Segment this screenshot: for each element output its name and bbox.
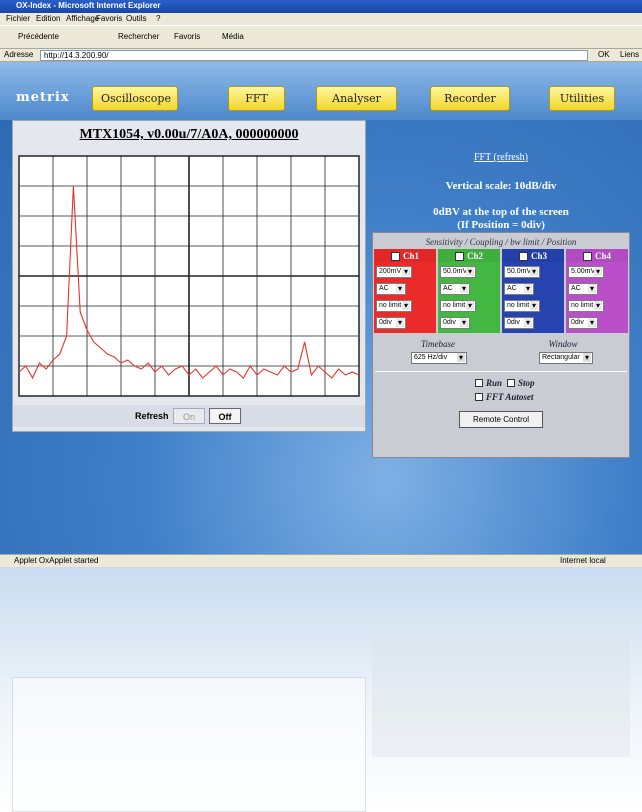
nav-button[interactable]: Oscilloscope: [92, 86, 178, 111]
fft-display: [18, 155, 360, 397]
select-coupling[interactable]: AC: [440, 283, 470, 295]
url: http://14.3.200.90/: [44, 51, 109, 60]
channel-checkbox[interactable]: [583, 252, 592, 261]
channel-name: Ch2: [467, 251, 483, 261]
channel-settings: 50.0mV AC no limit 0div: [438, 262, 500, 333]
refresh-on-button[interactable]: On: [173, 408, 205, 424]
timebase-select[interactable]: 625 Hz/div: [411, 352, 467, 364]
window-select[interactable]: Rectangular: [539, 352, 593, 364]
nav-button[interactable]: Recorder: [430, 86, 510, 111]
channel-column: Ch1 200mV AC no limit 0div: [374, 249, 436, 333]
channel-name: Ch4: [595, 251, 611, 261]
channel-name: Ch3: [531, 251, 547, 261]
nav-button[interactable]: Utilities: [549, 86, 615, 111]
timebase-label: Timebase: [383, 339, 493, 349]
fft-refresh-link[interactable]: FFT (refresh): [372, 152, 630, 163]
vertical-scale: Vertical scale: 10dB/div: [372, 180, 630, 192]
select-sensitivity[interactable]: 50.0mV: [504, 266, 540, 278]
status-bar: Applet OxApplet started Internet local: [0, 554, 642, 567]
divider: [375, 371, 627, 372]
toolbar: Précédente Rechercher Favoris Média: [0, 25, 642, 49]
select-bw-limit[interactable]: no limit: [504, 300, 540, 312]
reflection-panel: [12, 677, 366, 812]
select-bw-limit[interactable]: no limit: [440, 300, 476, 312]
scope-panel: MTX1054, v0.00u/7/A0A, 000000000 Refresh…: [12, 120, 366, 432]
channel-settings: 5.00mV AC no limit 0div: [566, 262, 628, 333]
select-position[interactable]: 0div: [376, 317, 406, 329]
menu-item[interactable]: Outils: [126, 14, 146, 23]
channel-checkbox[interactable]: [455, 252, 464, 261]
toolbar-button[interactable]: Précédente: [18, 32, 59, 41]
refresh-row: Refresh On Off: [13, 405, 365, 427]
menu-item[interactable]: Affichage: [66, 14, 99, 23]
channel-column: Ch3 50.0mV AC no limit 0div: [502, 249, 564, 333]
toolbar-button[interactable]: Média: [222, 32, 244, 41]
select-coupling[interactable]: AC: [504, 283, 534, 295]
refresh-off-button[interactable]: Off: [209, 408, 241, 424]
nav-button[interactable]: Analyser: [316, 86, 397, 111]
title-bar: OX-Index - Microsoft Internet Explorer: [0, 0, 642, 13]
address-bar: Adresse http://14.3.200.90/ OK Liens: [0, 49, 642, 62]
status-text: Applet OxApplet started: [14, 556, 99, 565]
reflection: [0, 567, 642, 812]
window-label: Window: [503, 339, 623, 349]
select-position[interactable]: 0div: [504, 317, 534, 329]
menu-item[interactable]: ?: [156, 14, 160, 23]
logo: metrix: [16, 90, 70, 105]
select-position[interactable]: 0div: [440, 317, 470, 329]
select-position[interactable]: 0div: [568, 317, 598, 329]
menu-item[interactable]: Fichier: [6, 14, 30, 23]
channel-name: Ch1: [403, 251, 419, 261]
zone-text: Internet local: [560, 556, 606, 565]
nav-bar: metrix Oscilloscope FFT Analyser Recorder Ut…: [0, 62, 642, 120]
browser-window: OX-Index - Microsoft Internet Explorer F…: [0, 0, 642, 812]
select-coupling[interactable]: AC: [568, 283, 598, 295]
nav-button[interactable]: FFT: [228, 86, 285, 111]
channel-checkbox[interactable]: [519, 252, 528, 261]
reference-note: (If Position = 0div): [372, 219, 630, 231]
channel-header[interactable]: Ch2: [438, 251, 500, 261]
stop-checkbox[interactable]: [507, 379, 515, 387]
select-bw-limit[interactable]: no limit: [568, 300, 604, 312]
menu-item[interactable]: Favoris: [96, 14, 122, 23]
reflection-box: [372, 637, 630, 757]
channel-column: Ch2 50.0mV AC no limit 0div: [438, 249, 500, 333]
select-sensitivity[interactable]: 5.00mV: [568, 266, 604, 278]
stop-label: Stop: [518, 378, 535, 388]
channel-header[interactable]: Ch1: [374, 251, 436, 261]
menu-item[interactable]: Edition: [36, 14, 60, 23]
select-bw-limit[interactable]: no limit: [376, 300, 412, 312]
links[interactable]: Liens: [620, 50, 639, 59]
autoset-label: FFT Autoset: [486, 392, 533, 402]
controls-box: Sensitivity / Coupling / bw limit / Posi…: [372, 232, 630, 458]
channel-settings: 50.0mV AC no limit 0div: [502, 262, 564, 333]
go-button[interactable]: OK: [598, 50, 610, 59]
scope-heading: MTX1054, v0.00u/7/A0A, 000000000: [13, 127, 365, 143]
url-field[interactable]: http://14.3.200.90/: [40, 50, 588, 61]
channel-settings: 200mV AC no limit 0div: [374, 262, 436, 333]
toolbar-button[interactable]: Rechercher: [118, 32, 159, 41]
window-title: OX-Index - Microsoft Internet Explorer: [16, 1, 160, 10]
channel-header[interactable]: Ch3: [502, 251, 564, 261]
channel-column: Ch4 5.00mV AC no limit 0div: [566, 249, 628, 333]
run-checkbox[interactable]: [475, 379, 483, 387]
select-coupling[interactable]: AC: [376, 283, 406, 295]
select-sensitivity[interactable]: 50.0mV: [440, 266, 476, 278]
remote-control-button[interactable]: Remote Control: [459, 411, 543, 428]
address-label: Adresse: [4, 50, 33, 59]
autoset-checkbox[interactable]: [475, 393, 483, 401]
reference-note: 0dBV at the top of the screen: [372, 206, 630, 218]
run-label: Run: [486, 378, 502, 388]
channel-checkbox[interactable]: [391, 252, 400, 261]
refresh-label: Refresh: [135, 411, 169, 421]
controls-caption: Sensitivity / Coupling / bw limit / Posi…: [373, 237, 629, 247]
select-sensitivity[interactable]: 200mV: [376, 266, 412, 278]
toolbar-button[interactable]: Favoris: [174, 32, 200, 41]
channel-header[interactable]: Ch4: [566, 251, 628, 261]
